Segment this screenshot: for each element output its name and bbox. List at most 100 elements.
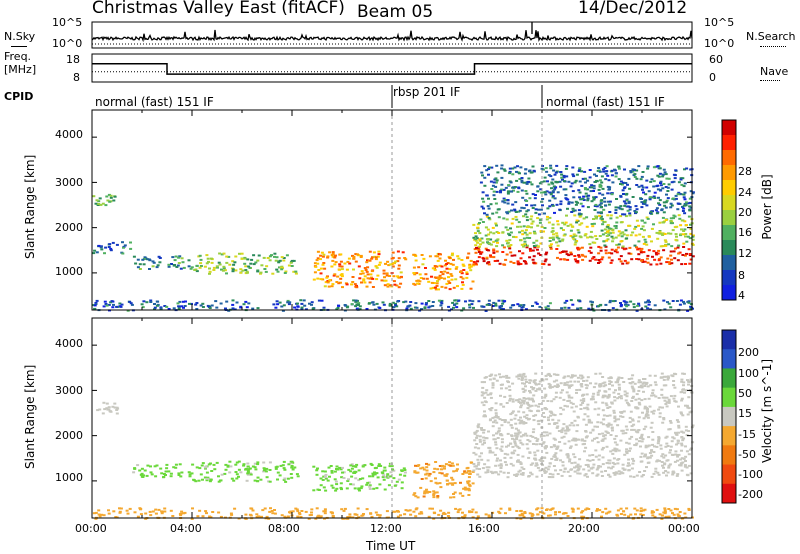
velocity-panel-cell [601, 432, 605, 435]
power-panel-cell [536, 217, 540, 220]
power-panel-cell [656, 165, 660, 168]
velocity-panel-cell [324, 477, 328, 480]
velocity-panel-cell [607, 377, 611, 380]
velocity-panel-cell [687, 464, 691, 467]
velocity-panel-cell [586, 459, 590, 462]
power-panel-cell [231, 270, 235, 273]
power-ytick-3000: 3000 [55, 176, 83, 189]
power-panel-cell [594, 196, 598, 199]
power-panel-cell [589, 190, 593, 193]
power-panel-cell [205, 262, 209, 265]
velocity-panel-cell [383, 488, 387, 491]
power-panel-cell [453, 299, 457, 302]
velocity-panel-cell [561, 461, 565, 464]
power-panel-cell [689, 303, 693, 306]
velocity-panel-cell [687, 507, 691, 510]
velocity-panel-cell [450, 462, 454, 465]
power-panel-cell [157, 255, 161, 258]
velocity-panel-cell [391, 510, 395, 513]
velocity-panel-cell [514, 422, 518, 425]
power-panel-cell [382, 269, 386, 272]
velocity-panel-cell [491, 425, 495, 428]
velocity-panel-cell [625, 448, 629, 451]
velocity-panel-cell [553, 445, 557, 448]
velocity-panel-cell [333, 478, 337, 481]
power-panel-cell [683, 191, 687, 194]
power-panel-cell [500, 164, 504, 167]
velocity-panel-cell [498, 418, 502, 421]
velocity-panel-cell [669, 395, 673, 398]
velocity-panel-cell [553, 385, 557, 388]
velocity-panel-cell [349, 483, 353, 486]
velocity-panel-cell [613, 396, 617, 399]
power-panel-cell [603, 220, 607, 223]
velocity-panel-cell [514, 414, 518, 417]
power-panel-cell [523, 243, 527, 246]
velocity-panel-cell [519, 406, 523, 409]
velocity-panel-cell [617, 376, 621, 379]
velocity-panel-cell [640, 440, 644, 443]
velocity-panel-cell [373, 473, 377, 476]
velocity-panel-cell [331, 515, 335, 517]
power-panel-cell [203, 265, 207, 268]
power-panel-cell [592, 190, 595, 192]
power-panel-cell [664, 219, 668, 221]
velocity-panel-cell [614, 381, 618, 384]
power-panel-cell [509, 251, 513, 254]
velocity-panel-cell [572, 410, 576, 413]
power-panel-cell [616, 246, 620, 249]
velocity-panel-cell [658, 412, 662, 415]
velocity-panel-cell [521, 443, 525, 446]
power-panel-cell [155, 266, 159, 269]
power-panel-cell [648, 198, 652, 201]
power-panel-cell [524, 229, 528, 232]
velocity-panel-cell [524, 422, 528, 424]
power-panel-cell [519, 257, 523, 260]
power-panel-cell [372, 303, 376, 306]
velocity-panel-cell [448, 482, 452, 485]
power-panel-cell [633, 173, 637, 176]
velocity-panel-cell [448, 461, 452, 464]
velocity-panel-cell [608, 462, 612, 465]
power-panel-cell [644, 305, 648, 308]
power-panel-cell [212, 269, 216, 271]
velocity-panel-cell [597, 465, 601, 467]
power-panel-cell [494, 304, 498, 307]
power-panel-cell [357, 302, 361, 305]
power-panel-cell [545, 170, 549, 173]
velocity-panel-cell [255, 516, 259, 518]
velocity-panel-cell [154, 512, 158, 515]
power-panel-cell [664, 240, 668, 243]
velocity-panel-cell [542, 434, 546, 437]
power-panel-cell [576, 246, 580, 249]
velocity-panel-cell [687, 509, 691, 511]
velocity-panel-cell [628, 382, 632, 384]
power-panel-cell [583, 177, 587, 180]
velocity-panel-cell [420, 512, 424, 515]
power-panel-cell [573, 181, 577, 184]
power-panel-cell [469, 259, 473, 262]
velocity-panel-cell [323, 470, 327, 473]
velocity-panel-cell [289, 462, 293, 465]
velocity-panel-cell [529, 463, 533, 466]
power-panel-cell [271, 272, 275, 275]
velocity-panel-cell [443, 474, 447, 477]
power-panel-cell [248, 266, 252, 269]
power-panel-cell [382, 272, 386, 275]
power-panel-cell [606, 214, 610, 217]
velocity-panel-cell [546, 416, 550, 419]
power-panel-cell [682, 185, 686, 188]
power-panel-cell [602, 170, 606, 173]
velocity-panel-cell [666, 375, 670, 378]
velocity-panel-cell [567, 384, 571, 387]
power-panel-cell [520, 181, 524, 184]
power-panel-cell [501, 244, 505, 247]
velocity-panel-cell [126, 512, 130, 515]
velocity-panel-cell [655, 460, 659, 463]
velocity-panel-cell [520, 375, 524, 378]
velocity-panel-cell [357, 487, 361, 490]
power-panel-cell [480, 251, 484, 254]
power-panel-cell [465, 276, 469, 279]
velocity-panel-cell [256, 463, 260, 466]
power-panel-cell [538, 182, 542, 185]
